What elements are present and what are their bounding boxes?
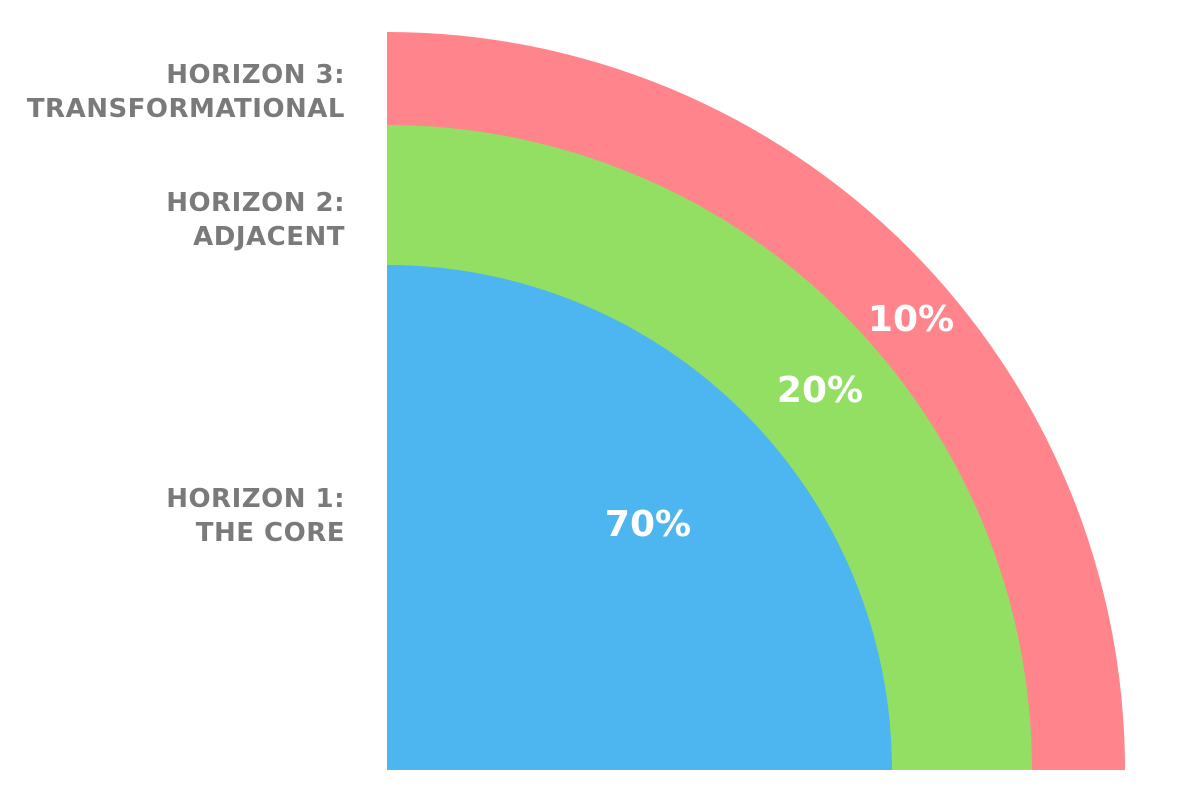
label-horizon-1: HORIZON 1: THE CORE [5,482,345,550]
label-horizon-1-name: THE CORE [195,518,345,548]
label-horizon-1-title: HORIZON 1: [166,484,345,514]
percent-label-horizon-1: 70% [605,504,691,545]
label-horizon-3-title: HORIZON 3: [166,60,345,90]
ring-horizon-1 [387,265,892,770]
label-horizon-3-name: TRANSFORMATIONAL [26,94,345,124]
label-horizon-2-name: ADJACENT [193,222,345,252]
label-horizon-3: HORIZON 3: TRANSFORMATIONAL [5,58,345,126]
percent-label-horizon-2: 20% [777,370,863,411]
label-horizon-2: HORIZON 2: ADJACENT [5,186,345,254]
label-horizon-2-title: HORIZON 2: [166,188,345,218]
percent-label-horizon-3: 10% [868,299,954,340]
